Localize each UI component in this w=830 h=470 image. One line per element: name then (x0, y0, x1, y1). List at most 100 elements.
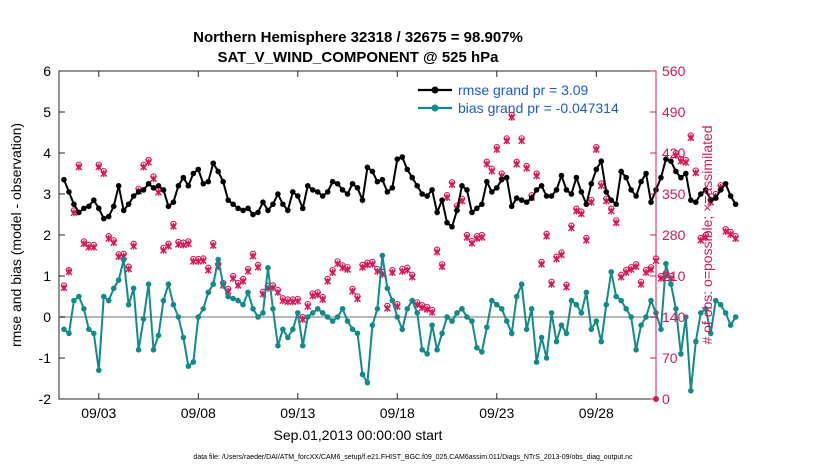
bias-point (329, 318, 336, 324)
rmse-point (125, 201, 132, 208)
bias-point (678, 351, 684, 357)
bias-point (578, 310, 585, 316)
rmse-point (643, 170, 649, 177)
rmse-point (145, 180, 152, 187)
bias-point (474, 344, 480, 351)
plot-area (58, 70, 657, 400)
rmse-point (593, 166, 600, 173)
rmse-point (543, 193, 550, 199)
obs-assimilated-point (423, 305, 431, 313)
obs-assimilated-point (239, 277, 247, 285)
rmse-point (270, 201, 276, 208)
bias-point (374, 306, 381, 312)
obs-assimilated-point (433, 248, 441, 256)
rmse-point (314, 189, 321, 195)
y2-tick-label: 490 (662, 104, 686, 120)
rmse-point (190, 170, 197, 177)
obs-assimilated-point (692, 169, 700, 177)
rmse-point (693, 199, 699, 205)
bias-point (86, 326, 92, 333)
rmse-point (598, 158, 605, 164)
rmse-point (374, 178, 381, 185)
y2-tick-label: 350 (662, 186, 686, 202)
bias-point (489, 297, 495, 304)
obs-assimilated-point (503, 137, 511, 145)
rmse-point (105, 213, 112, 220)
rmse-point (110, 203, 117, 210)
rmse-point (712, 195, 719, 201)
chart-subtitle: SAT_V_WIND_COMPONENT @ 525 hPa (217, 49, 499, 66)
obs-assimilated-point (722, 227, 730, 235)
obs-assimilated-point (398, 267, 406, 275)
bias-point (518, 281, 525, 288)
bias-point (404, 306, 411, 312)
y2-tick-label: 210 (662, 268, 686, 284)
rmse-point (215, 168, 221, 175)
rmse-point (369, 168, 376, 175)
x-tick-label: 09/28 (579, 405, 614, 421)
obs-assimilated-point (209, 242, 217, 250)
rmse-point (727, 193, 734, 199)
rmse-point (329, 178, 336, 185)
bias-point (76, 293, 82, 300)
footnote: data file: /Users/raeder/DAI/ATM_forcXX/… (193, 454, 633, 461)
rmse-point (503, 174, 510, 181)
bias-point (275, 342, 281, 349)
rmse-point (100, 215, 107, 222)
bias-point (673, 306, 679, 312)
rmse-point (623, 174, 629, 181)
bias-point (270, 306, 276, 312)
obs-assimilated-point (513, 160, 521, 168)
obs-assimilated-point (339, 264, 347, 272)
bias-point (623, 306, 629, 312)
obs-assimilated-point (294, 297, 302, 305)
obs-assimilated-point (274, 288, 282, 296)
bias-point (523, 326, 530, 333)
rmse-point (454, 207, 460, 214)
obs-assimilated-point (627, 266, 635, 274)
obs-assimilated-point (249, 252, 257, 260)
rmse-point (523, 199, 530, 205)
obs-assimilated-point (65, 268, 73, 276)
obs-assimilated-point (657, 274, 665, 282)
obs-assimilated-point (533, 172, 541, 180)
obs-assimilated-point (518, 137, 526, 145)
rmse-point (553, 187, 560, 193)
obs-assimilated-point (169, 222, 177, 230)
y2-axis-label: # of obs: o=possible; ×=assimilated (699, 125, 715, 344)
bias-point (444, 314, 450, 320)
bias-point (434, 347, 440, 353)
y-axis-label: rmse and bias (model - observation) (8, 123, 24, 347)
rmse-point (697, 191, 704, 197)
obs-assimilated-point (523, 164, 531, 172)
bias-point (528, 306, 535, 312)
bias-point (484, 324, 490, 331)
rmse-point (290, 189, 296, 195)
bias-point (115, 277, 122, 283)
rmse-point (722, 180, 729, 187)
bias-point (538, 334, 545, 341)
rmse-point (205, 178, 212, 185)
rmse-point (334, 180, 341, 187)
rmse-point (339, 187, 346, 193)
bias-point (394, 314, 401, 320)
obs-assimilated-point (587, 198, 595, 206)
obs-assimilated-point (130, 242, 138, 250)
rmse-point (439, 197, 445, 203)
y2-tick-label: 560 (662, 63, 686, 79)
y-tick-label: 0 (43, 309, 51, 325)
rmse-point (409, 174, 416, 181)
rmse-point (324, 189, 331, 195)
obs-assimilated-point (538, 260, 546, 268)
rmse-point (71, 201, 77, 208)
obs-assimilated-point (557, 251, 565, 259)
y2-tick-label: 420 (662, 145, 686, 161)
bias-point (334, 314, 341, 320)
rmse-point (628, 187, 634, 193)
bias-point (598, 338, 605, 345)
rmse-point (295, 193, 301, 199)
rmse-point (424, 193, 430, 199)
y2-ticks: 0 70 140 210 280 350 420 490 560 (650, 63, 686, 407)
x-tick-label: 09/03 (81, 405, 116, 421)
obs-assimilated-point (408, 273, 416, 281)
